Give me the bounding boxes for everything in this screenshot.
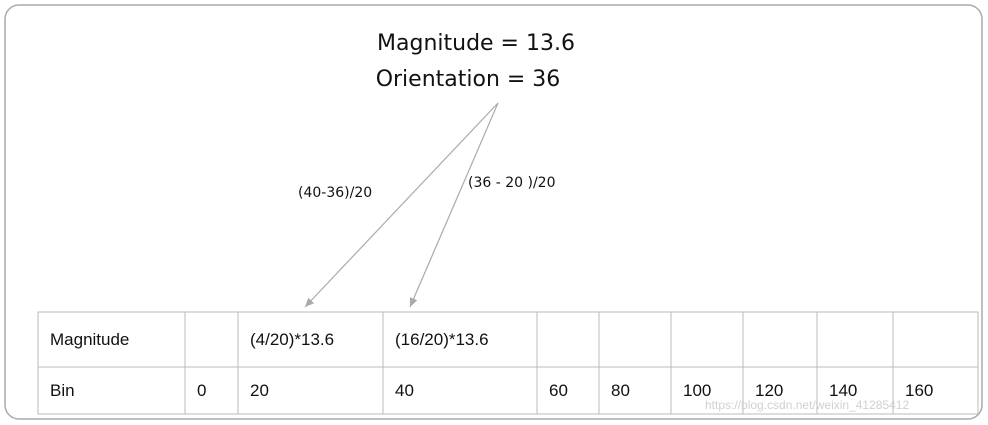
cell-text: (16/20)*13.6 (395, 330, 489, 349)
cell-text: 80 (611, 381, 630, 400)
cell-text: 100 (683, 381, 711, 400)
table-cell (598, 311, 672, 368)
arrow-label: (40-36)/20 (298, 185, 372, 201)
table-cell (536, 366, 600, 415)
cell-text: 160 (905, 381, 933, 400)
table-cell (184, 366, 239, 415)
table-cell (670, 311, 744, 368)
table: Magnitude (4/20)*13.6 (16/20)*13.6 Bin 0 20 40… (37, 311, 979, 415)
table-cell (184, 311, 239, 368)
cell-text: 60 (549, 381, 568, 400)
arrow (304, 102, 499, 308)
cell-text: (4/20)*13.6 (250, 330, 334, 349)
cell-text: Bin (50, 381, 75, 400)
watermark: https://blog.csdn.net/weixin_41285412 (705, 398, 909, 412)
arrow-label: (36 - 20 )/20 (468, 175, 556, 191)
magnitude-text: Magnitude = 13.6 (377, 31, 575, 56)
cell-text: Magnitude (50, 330, 129, 349)
table-cell (742, 311, 818, 368)
cell-text: 20 (250, 381, 269, 400)
cell-text: 140 (829, 381, 857, 400)
table-cell (816, 311, 894, 368)
orientation-text: Orientation = 36 (376, 67, 561, 92)
frame (4, 4, 983, 420)
table-cell (598, 366, 672, 415)
cell-text: 0 (197, 381, 206, 400)
cell-text: 120 (755, 381, 783, 400)
table-cell (892, 311, 979, 368)
cell-text: 40 (395, 381, 414, 400)
table-cell (536, 311, 600, 368)
table-cell (892, 366, 979, 415)
arrow (409, 102, 499, 308)
